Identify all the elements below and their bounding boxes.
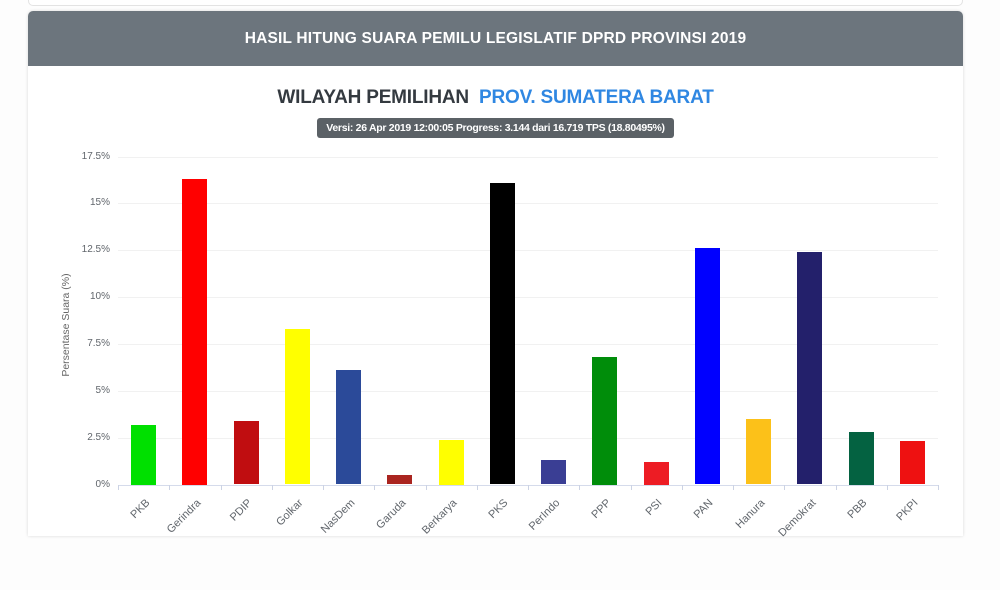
x-axis-tick: [835, 485, 837, 490]
x-label-ppp: PPP: [589, 497, 614, 522]
x-axis-tick: [271, 485, 273, 490]
x-label-pdip: PDIP: [227, 497, 255, 524]
y-axis-title-text: Persentase Suara (%): [60, 272, 72, 377]
x-label-pbb: PBB: [845, 497, 870, 522]
x-label-demokrat: Demokrat: [776, 497, 819, 540]
bar-nasdem[interactable]: [336, 370, 362, 485]
x-label-nasdem: NasDem: [318, 497, 358, 536]
x-label-pkb: PKB: [128, 497, 153, 522]
region-name: PROV. SUMATERA BARAT: [479, 87, 714, 108]
x-axis-tick: [528, 485, 529, 490]
bar-berkarya[interactable]: [438, 439, 464, 485]
bar-garuda[interactable]: [387, 475, 413, 485]
bar-pan[interactable]: [694, 248, 720, 485]
y-tick-label: 15%: [89, 197, 110, 209]
y-gridline: [118, 390, 938, 392]
election-region-heading: WILAYAH PEMILIHAN PROV. SUMATERA BARAT: [28, 87, 963, 109]
y-gridline: [118, 156, 938, 158]
vote-percentage-bar-chart: 0% 2.5% 5% 7.5% 10% 12.5% 15% 17.5% Persentase S…: [60, 150, 939, 539]
y-tick-label: 5%: [95, 384, 110, 396]
x-label-garuda: Garuda: [373, 497, 409, 532]
x-axis-tick: [630, 485, 632, 490]
x-label-pks: PKS: [486, 497, 511, 522]
x-axis-tick: [220, 485, 222, 490]
y-gridline: [118, 297, 938, 299]
bar-psi[interactable]: [643, 462, 669, 485]
x-axis-tick: [681, 485, 683, 490]
bar-gerindra[interactable]: [182, 179, 208, 485]
x-axis-tick: [784, 485, 786, 490]
x-label-pan: PAN: [691, 497, 716, 521]
y-tick-label: 0%: [95, 478, 110, 490]
x-axis-tick: [938, 485, 939, 490]
x-axis-tick: [169, 485, 171, 490]
x-axis-tick: [579, 485, 581, 490]
y-gridline: [118, 203, 938, 205]
version-badge-row: Versi: 26 Apr 2019 12:00:05 Progress: 3.…: [28, 118, 963, 138]
y-tick-label: 10%: [89, 291, 110, 303]
x-label-hanura: Hanura: [733, 497, 768, 531]
bar-golkar[interactable]: [284, 328, 310, 485]
x-label-perindo: PerIndo: [526, 497, 563, 533]
bar-pks[interactable]: [489, 182, 515, 485]
bar-pbb[interactable]: [848, 432, 874, 485]
bar-pkb[interactable]: [131, 424, 157, 485]
x-axis-tick: [374, 485, 376, 490]
x-label-berkarya: Berkarya: [419, 497, 460, 537]
y-tick-label: 7.5%: [87, 337, 110, 349]
x-label-psi: PSI: [643, 497, 665, 519]
bar-pdip[interactable]: [233, 420, 259, 485]
bar-hanura[interactable]: [746, 418, 772, 485]
x-axis-tick: [476, 485, 478, 490]
y-gridline: [118, 343, 938, 345]
y-tick-label: 12.5%: [81, 244, 110, 256]
y-tick-label: 17.5%: [81, 150, 110, 162]
bar-demokrat[interactable]: [797, 252, 823, 485]
wilayah-pemilihan-label: WILAYAH PEMILIHAN: [277, 87, 469, 108]
x-label-golkar: Golkar: [274, 497, 306, 529]
version-progress-badge: Versi: 26 Apr 2019 12:00:05 Progress: 3.…: [317, 118, 674, 138]
x-axis-tick: [118, 485, 119, 490]
previous-card-edge: [28, 0, 963, 6]
x-axis-tick: [323, 485, 324, 490]
bar-ppp[interactable]: [592, 357, 618, 485]
x-label-gerindra: Gerindra: [164, 497, 204, 536]
x-label-pkpi: PKPI: [894, 497, 921, 524]
x-axis-tick: [425, 485, 427, 490]
page-title: HASIL HITUNG SUARA PEMILU LEGISLATIF DPR…: [244, 29, 747, 47]
x-axis-tick: [733, 485, 734, 490]
bar-perindo[interactable]: [541, 460, 567, 485]
y-gridline: [118, 250, 938, 252]
y-gridline: [118, 437, 938, 439]
x-axis-tick: [886, 485, 888, 490]
bar-pkpi[interactable]: [899, 441, 925, 485]
results-card-header: HASIL HITUNG SUARA PEMILU LEGISLATIF DPR…: [28, 11, 963, 66]
y-tick-label: 2.5%: [87, 431, 110, 443]
